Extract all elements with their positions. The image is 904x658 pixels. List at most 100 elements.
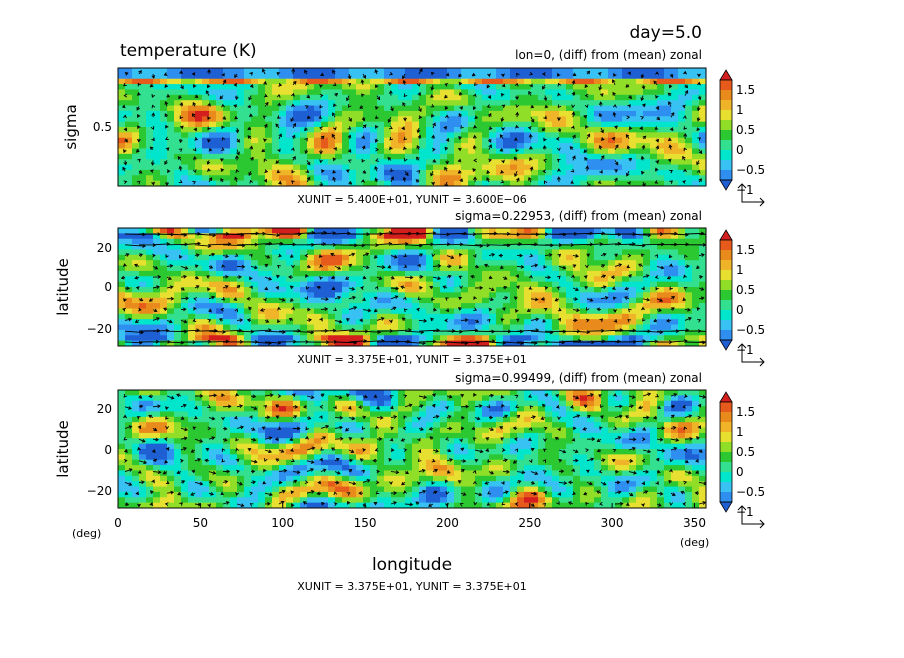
heatmap-cell <box>265 325 272 331</box>
heatmap-cell <box>328 122 335 128</box>
heatmap-cell <box>671 116 678 122</box>
heatmap-cell <box>356 68 363 74</box>
heatmap-cell <box>538 132 545 138</box>
heatmap-cell <box>314 170 321 176</box>
heatmap-cell <box>356 111 363 117</box>
heatmap-cell <box>503 271 510 277</box>
heatmap-cell <box>524 68 531 74</box>
heatmap-cell <box>650 228 657 234</box>
heatmap-cell <box>657 165 664 171</box>
heatmap-cell <box>685 95 692 101</box>
heatmap-cell <box>699 100 706 106</box>
heatmap-cell <box>468 282 475 288</box>
heatmap-cell <box>671 228 678 234</box>
heatmap-cell <box>349 276 356 282</box>
heatmap-cell <box>118 314 125 320</box>
heatmap-cell <box>510 79 517 85</box>
heatmap-cell <box>503 325 510 331</box>
heatmap-cell <box>328 292 335 298</box>
heatmap-cell <box>622 89 629 95</box>
heatmap-cell <box>188 79 195 85</box>
heatmap-cell <box>216 148 223 154</box>
heatmap-cell <box>594 165 601 171</box>
heatmap-cell <box>664 79 671 85</box>
heatmap-cell <box>643 282 650 288</box>
heatmap-cell <box>195 68 202 74</box>
heatmap-cell <box>258 143 265 149</box>
heatmap-cell <box>699 325 706 331</box>
heatmap-cell <box>517 298 524 304</box>
heatmap-cell <box>300 276 307 282</box>
heatmap-cell <box>671 143 678 149</box>
heatmap-cell <box>132 249 139 255</box>
heatmap-cell <box>223 165 230 171</box>
heatmap-cell <box>566 335 573 341</box>
heatmap-cell <box>132 100 139 106</box>
heatmap-cell <box>321 138 328 144</box>
heatmap-cell <box>496 330 503 336</box>
heatmap-cell <box>545 239 552 245</box>
heatmap-cell <box>356 255 363 261</box>
heatmap-cell <box>181 106 188 112</box>
heatmap-cell <box>482 111 489 117</box>
heatmap-cell <box>454 106 461 112</box>
heatmap-cell <box>195 159 202 165</box>
heatmap-cell <box>622 127 629 133</box>
heatmap-cell <box>643 228 650 234</box>
heatmap-cell <box>615 116 622 122</box>
heatmap-cell <box>279 116 286 122</box>
heatmap-cell <box>692 111 699 117</box>
heatmap-cell <box>118 255 125 261</box>
heatmap-cell <box>622 148 629 154</box>
heatmap-cell <box>209 165 216 171</box>
heatmap-cell <box>209 271 216 277</box>
heatmap-cell <box>482 249 489 255</box>
heatmap-cell <box>300 132 307 138</box>
heatmap-cell <box>447 260 454 266</box>
heatmap-cell <box>475 111 482 117</box>
heatmap-cell <box>503 266 510 272</box>
heatmap-cell <box>664 298 671 304</box>
heatmap-cell <box>496 308 503 314</box>
heatmap-cell <box>188 89 195 95</box>
heatmap-cell <box>545 319 552 325</box>
heatmap-cell <box>489 132 496 138</box>
heatmap-cell <box>608 116 615 122</box>
heatmap-cell <box>482 298 489 304</box>
heatmap-cell <box>286 165 293 171</box>
heatmap-cell <box>398 165 405 171</box>
heatmap-cell <box>153 325 160 331</box>
heatmap-cell <box>328 79 335 85</box>
heatmap-cell <box>272 244 279 250</box>
heatmap-cell <box>468 68 475 74</box>
heatmap-cell <box>265 292 272 298</box>
heatmap-cell <box>573 325 580 331</box>
heatmap-cell <box>685 111 692 117</box>
heatmap-cell <box>160 154 167 160</box>
heatmap-cell <box>608 95 615 101</box>
heatmap-cell <box>461 122 468 128</box>
heatmap-cell <box>566 170 573 176</box>
heatmap-cell <box>174 84 181 90</box>
heatmap-cell <box>328 138 335 144</box>
heatmap-cell <box>174 127 181 133</box>
heatmap-cell <box>377 303 384 309</box>
heatmap-cell <box>692 68 699 74</box>
heatmap-cell <box>188 143 195 149</box>
heatmap-cell <box>209 282 216 288</box>
heatmap-cell <box>685 122 692 128</box>
heatmap-cell <box>181 228 188 234</box>
heatmap-cell <box>531 228 538 234</box>
heatmap-cell <box>664 271 671 277</box>
heatmap-cell <box>279 122 286 128</box>
heatmap-cell <box>398 111 405 117</box>
heatmap-cell <box>608 159 615 165</box>
heatmap-cell <box>146 325 153 331</box>
heatmap-cell <box>307 100 314 106</box>
heatmap-cell <box>202 175 209 181</box>
heatmap-cell <box>559 116 566 122</box>
heatmap-cell <box>174 106 181 112</box>
heatmap-cell <box>237 143 244 149</box>
heatmap-cell <box>328 298 335 304</box>
heatmap-cell <box>286 111 293 117</box>
